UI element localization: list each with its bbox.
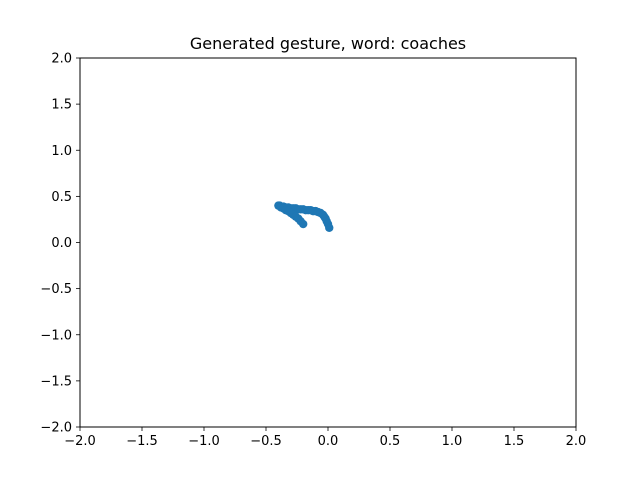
x-axis-ticks: −2.0 −1.5 −1.0 −0.5 0.0 0.5 1.0 1.5 2.0 <box>64 427 586 449</box>
x-tick-label: −0.5 <box>250 434 282 449</box>
y-tick-label: 1.5 <box>51 98 72 113</box>
plot-frame <box>79 57 577 428</box>
y-tick-label: 1.0 <box>51 144 72 159</box>
y-tick-label: 0.5 <box>51 190 72 205</box>
y-tick-label: 0.0 <box>51 236 72 251</box>
scatter-point <box>299 219 308 229</box>
y-tick-label: −2.0 <box>40 421 72 436</box>
y-tick-label: −0.5 <box>40 282 72 297</box>
y-tick-label: 2.0 <box>51 52 72 67</box>
chart-title: Generated gesture, word: coaches <box>190 34 466 53</box>
x-tick-label: 1.5 <box>504 434 525 449</box>
x-tick-label: 0.0 <box>318 434 339 449</box>
scatter-point <box>325 223 334 232</box>
y-axis-ticks: −2.0 −1.5 −1.0 −0.5 0.0 0.5 1.0 1.5 2.0 <box>40 52 80 436</box>
y-tick-label: −1.5 <box>40 374 72 389</box>
x-tick-label: 0.5 <box>380 434 401 449</box>
x-tick-label: −2.0 <box>64 434 96 449</box>
x-tick-label: 2.0 <box>566 434 587 449</box>
x-tick-label: −1.0 <box>188 434 220 449</box>
x-tick-label: 1.0 <box>442 434 463 449</box>
x-tick-label: −1.5 <box>126 434 158 449</box>
data-points <box>274 201 334 232</box>
y-tick-label: −1.0 <box>40 328 72 343</box>
